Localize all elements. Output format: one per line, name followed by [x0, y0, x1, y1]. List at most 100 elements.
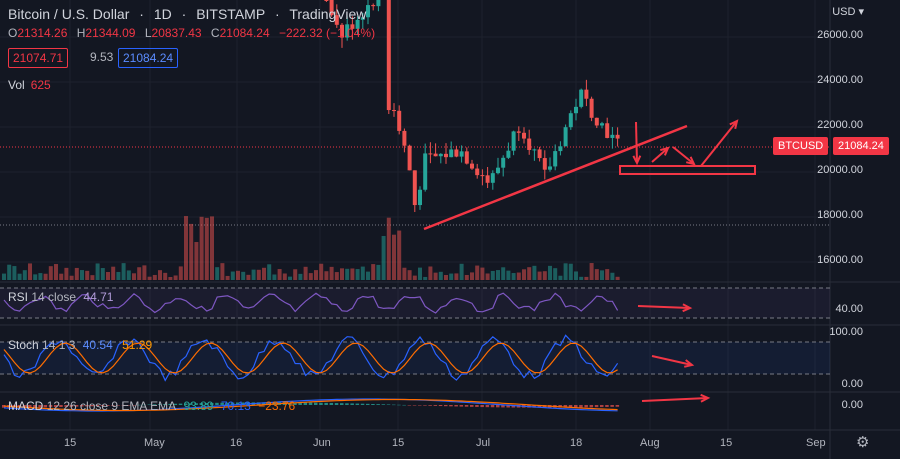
- candle: [438, 153, 443, 164]
- volume-bar: [267, 264, 272, 280]
- candle: [542, 150, 547, 180]
- macd-hist-bar: [407, 405, 412, 406]
- volume-bar: [152, 274, 157, 280]
- volume-bar: [542, 271, 547, 280]
- macd-hist-bar: [38, 405, 42, 408]
- volume-bar: [579, 276, 584, 280]
- rsi-value: 44.71: [83, 290, 114, 304]
- volume-bar: [308, 273, 313, 280]
- volume-bar: [256, 269, 261, 280]
- low-value: 20837.43: [151, 26, 202, 40]
- high-value: 21344.09: [85, 26, 136, 40]
- macd-hist-bar: [568, 405, 573, 408]
- buy-button[interactable]: 21084.24: [118, 48, 179, 68]
- volume-bar: [163, 272, 168, 280]
- arrow-up-2-head: [729, 119, 739, 130]
- currency-selector[interactable]: USD: [832, 5, 864, 18]
- volume-bar: [225, 275, 230, 280]
- candle: [490, 170, 495, 190]
- macd-hist-bar: [537, 405, 542, 408]
- candle: [579, 88, 584, 109]
- macd-hist-bar: [199, 403, 204, 405]
- volume-bar: [397, 230, 402, 280]
- stoch-d-value: 51.29: [122, 338, 153, 352]
- volume-bar: [334, 272, 339, 280]
- candle: [605, 117, 610, 139]
- macd-hist-bar: [69, 405, 74, 407]
- macd-hist-bar: [152, 404, 157, 405]
- macd-hist-bar: [464, 405, 469, 407]
- volume-bar: [589, 263, 594, 280]
- macd-hist-bar: [43, 405, 48, 408]
- arrow-down: [635, 121, 638, 164]
- macd-hist-bar: [54, 405, 58, 408]
- candle: [360, 12, 365, 30]
- volume-bar: [147, 276, 152, 280]
- volume-bar: [345, 268, 350, 280]
- symbol-title[interactable]: Bitcoin / U.S. Dollar · 1D · BITSTAMP · …: [8, 6, 367, 22]
- candle: [496, 157, 500, 175]
- macd-hist-bar: [433, 405, 438, 406]
- time-label: 15: [64, 437, 77, 449]
- price-label: 22000.00: [817, 119, 863, 131]
- macd-hist-bar: [454, 405, 458, 407]
- macd-hist-bar: [438, 405, 443, 407]
- macd-hist-bar: [418, 405, 422, 406]
- macd-hist-bar: [158, 404, 162, 405]
- macd-hist-bar: [314, 402, 318, 405]
- stoch-legend[interactable]: Stoch 14 1 3 40.54 51.29: [8, 338, 153, 352]
- volume-bar: [111, 266, 116, 280]
- volume-bar: [100, 268, 105, 280]
- candle: [568, 110, 573, 130]
- macd-hist-bar: [126, 405, 131, 406]
- time-label: 15: [392, 437, 405, 449]
- candle: [449, 141, 454, 158]
- candle: [418, 186, 422, 210]
- gear-icon[interactable]: ⚙: [856, 434, 870, 451]
- rsi-legend[interactable]: RSI 14 close 44.71: [8, 290, 114, 304]
- candle: [412, 170, 417, 213]
- volume-bar: [204, 217, 209, 280]
- volume-bar: [423, 276, 428, 280]
- macd-hist-bar: [298, 402, 302, 405]
- volume-bar: [568, 263, 573, 280]
- macd-hist-bar: [444, 405, 448, 407]
- candle: [485, 167, 490, 189]
- candle: [371, 3, 376, 11]
- volume-bar: [48, 266, 53, 280]
- volume-bar: [532, 265, 537, 280]
- volume-bar: [90, 275, 95, 280]
- macd-hist-bar: [220, 402, 224, 405]
- volume-bar: [412, 275, 417, 280]
- volume-bar: [220, 263, 225, 280]
- volume-legend[interactable]: Vol 625: [8, 78, 51, 92]
- chart-legend: Bitcoin / U.S. Dollar · 1D · BITSTAMP · …: [0, 0, 830, 92]
- candle: [548, 157, 552, 172]
- time-label: 16: [230, 437, 243, 449]
- volume-bar: [74, 267, 79, 280]
- time-label: Aug: [640, 437, 660, 449]
- macd-hist-bar: [236, 402, 240, 405]
- candle: [464, 147, 469, 165]
- volume-bar: [85, 270, 90, 280]
- macd-legend[interactable]: MACD 12 26 close 9 EMA EMA 93.89 70.13 −…: [8, 399, 296, 413]
- time-label: Jun: [313, 437, 331, 449]
- source-label: TradingView: [289, 6, 367, 22]
- macd-hist-bar: [366, 403, 370, 405]
- arrow-down-head: [632, 155, 642, 166]
- volume-bar: [262, 267, 266, 280]
- macd-hist-bar: [605, 405, 609, 407]
- volume-bar: [303, 266, 308, 280]
- macd-hist-bar: [17, 405, 22, 408]
- macd-hist-bar: [501, 405, 505, 408]
- macd-hist-bar: [371, 403, 375, 405]
- volume-bar: [574, 271, 578, 280]
- volume-bar: [106, 271, 110, 280]
- macd-hist-bar: [142, 404, 146, 406]
- candle: [558, 141, 563, 156]
- last-price-tag: 21084.24: [833, 137, 889, 155]
- sell-button[interactable]: 21074.71: [8, 48, 69, 68]
- candle: [506, 142, 511, 159]
- volume-bar: [511, 273, 516, 280]
